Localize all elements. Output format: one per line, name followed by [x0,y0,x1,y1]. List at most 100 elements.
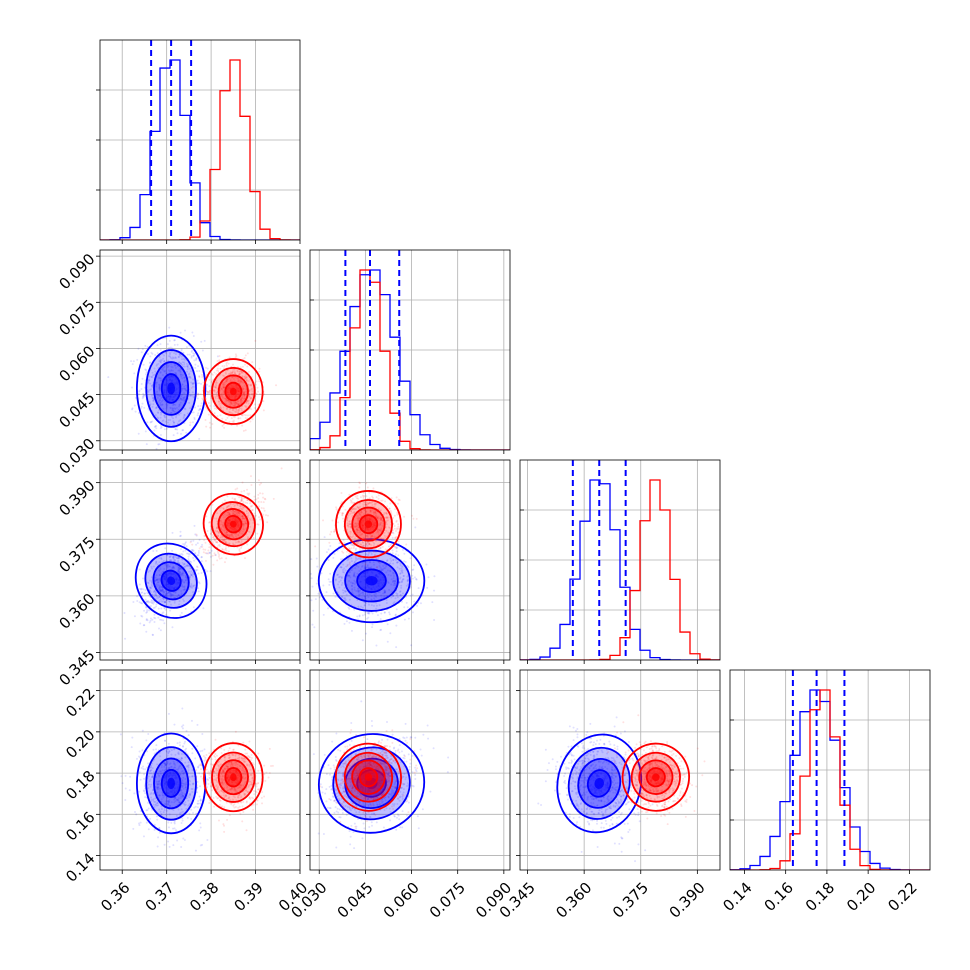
scatter-point [351,497,354,500]
scatter-point [154,425,157,428]
scatter-point [177,801,180,804]
scatter-point [350,560,353,563]
scatter-point [256,532,259,535]
scatter-point [220,392,223,395]
scatter-point [385,511,388,514]
scatter-point [174,796,177,799]
scatter-point [211,503,214,506]
scatter-point [260,500,263,503]
scatter-point [211,536,214,539]
scatter-point [351,507,354,510]
scatter-point [178,353,181,356]
scatter-point [347,556,350,559]
scatter-point [244,374,247,377]
scatter-point [346,564,349,567]
scatter-point [383,511,386,514]
scatter-point [257,516,260,519]
scatter-point [142,789,145,792]
scatter-point [155,595,158,598]
scatter-point [358,486,361,489]
scatter-point [190,355,193,358]
scatter-point [248,395,251,398]
scatter-point [251,418,254,421]
scatter-point [156,352,159,355]
scatter-point [343,587,346,590]
scatter-point [219,367,222,370]
scatter-point [381,569,384,572]
scatter-point [179,371,182,374]
scatter-point [414,526,417,529]
scatter-point [154,617,157,620]
scatter-point [385,519,388,522]
scatter-point [230,533,233,536]
scatter-point [158,386,161,389]
scatter-point [236,512,239,515]
scatter-point [206,393,209,396]
scatter-point [238,496,241,499]
scatter-point [379,529,382,532]
scatter-point [140,602,143,605]
scatter-point [215,530,218,533]
scatter-point [159,568,162,571]
scatter-point [167,800,170,803]
scatter-point [184,740,187,743]
scatter-point [185,362,188,365]
scatter-point [162,598,165,601]
scatter-point [243,394,246,397]
scatter-point [175,407,178,410]
scatter-point [373,535,376,538]
scatter-point [216,355,219,358]
scatter-point [251,361,254,364]
scatter-point [226,511,229,514]
scatter-point [142,392,145,395]
scatter-point [367,566,370,569]
scatter-point [356,528,359,531]
scatter-point [153,800,156,803]
scatter-point [155,385,158,388]
scatter-point [184,588,187,591]
scatter-point [195,357,198,360]
scatter-point [202,548,205,551]
scatter-point [348,580,351,583]
scatter-point [150,375,153,378]
scatter-point [241,399,244,402]
scatter-point [160,766,163,769]
scatter-point [383,589,386,592]
scatter-point [382,592,385,595]
scatter-point [183,392,186,395]
scatter-point [174,364,177,367]
scatter-point [146,609,149,612]
scatter-point [219,406,222,409]
scatter-point [158,595,161,598]
scatter-point [167,767,170,770]
scatter-point [149,766,152,769]
scatter-point [208,551,211,554]
scatter-point [239,401,242,404]
scatter-point [384,567,387,570]
scatter-point [357,519,360,522]
scatter-point [242,381,245,384]
scatter-point [167,418,170,421]
scatter-point [356,522,359,525]
scatter-point [361,532,364,535]
scatter-point [351,536,354,539]
scatter-point [338,586,341,589]
scatter-point [336,583,339,586]
scatter-point [242,397,245,400]
scatter-point [182,357,185,360]
scatter-point [154,580,157,583]
scatter-point [357,542,360,545]
histogram-blue [100,59,300,240]
scatter-point [181,383,184,386]
scatter-point [217,400,220,403]
scatter-point [382,564,385,567]
scatter-point [359,534,362,537]
scatter-point [242,429,245,432]
scatter-point [180,585,183,588]
scatter-point [307,562,309,564]
scatter-point [250,505,253,508]
scatter-point [362,501,365,504]
scatter-point [179,571,182,574]
scatter-point [258,367,261,370]
scatter-point [219,404,222,407]
